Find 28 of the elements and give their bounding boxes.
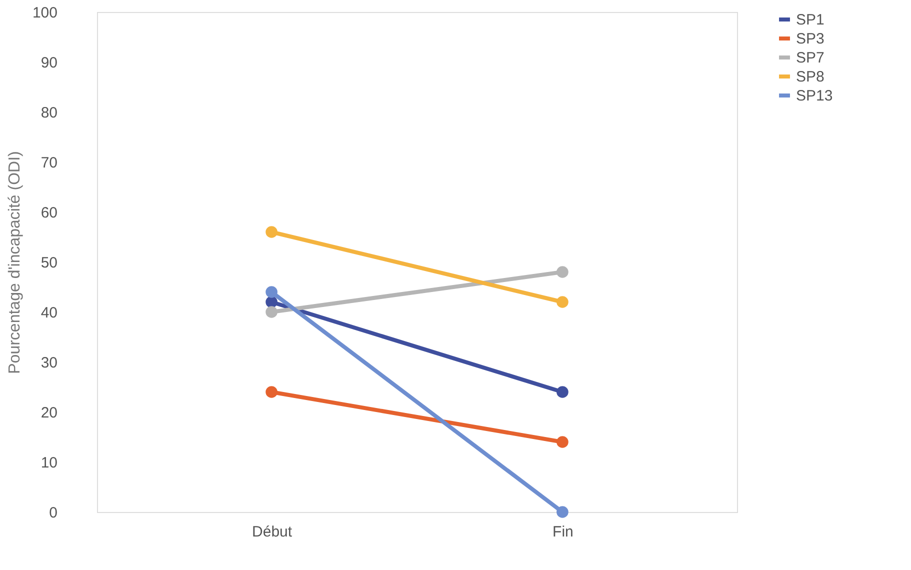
y-tick-label: 60 <box>40 204 58 222</box>
point <box>556 386 568 398</box>
y-tick-label: 40 <box>40 304 58 322</box>
legend-label: SP7 <box>796 50 824 66</box>
legend-label: SP8 <box>796 68 824 86</box>
point <box>266 306 278 318</box>
y-tick-label: 100 <box>32 4 58 22</box>
x-tick-label: Fin <box>552 524 574 540</box>
y-tick-label: 30 <box>40 354 58 372</box>
point <box>266 286 278 298</box>
point <box>556 266 568 278</box>
legend-label: SP13 <box>796 88 833 104</box>
point <box>556 506 568 518</box>
y-tick-label: 80 <box>40 104 58 122</box>
legend-label: SP1 <box>796 12 824 28</box>
y-tick-label: 50 <box>40 254 58 272</box>
y-tick-label: 70 <box>40 154 58 172</box>
point <box>266 386 278 398</box>
point <box>556 436 568 448</box>
y-axis-title: Pourcentage d'incapacité (ODI) <box>6 151 24 374</box>
point <box>266 226 278 238</box>
legend-label: SP3 <box>796 30 824 48</box>
x-tick-label: Début <box>252 524 293 540</box>
y-tick-label: 10 <box>40 454 58 472</box>
y-tick-label: 0 <box>49 504 58 522</box>
point <box>556 296 568 308</box>
y-tick-label: 20 <box>40 404 58 422</box>
y-tick-label: 90 <box>40 54 58 72</box>
